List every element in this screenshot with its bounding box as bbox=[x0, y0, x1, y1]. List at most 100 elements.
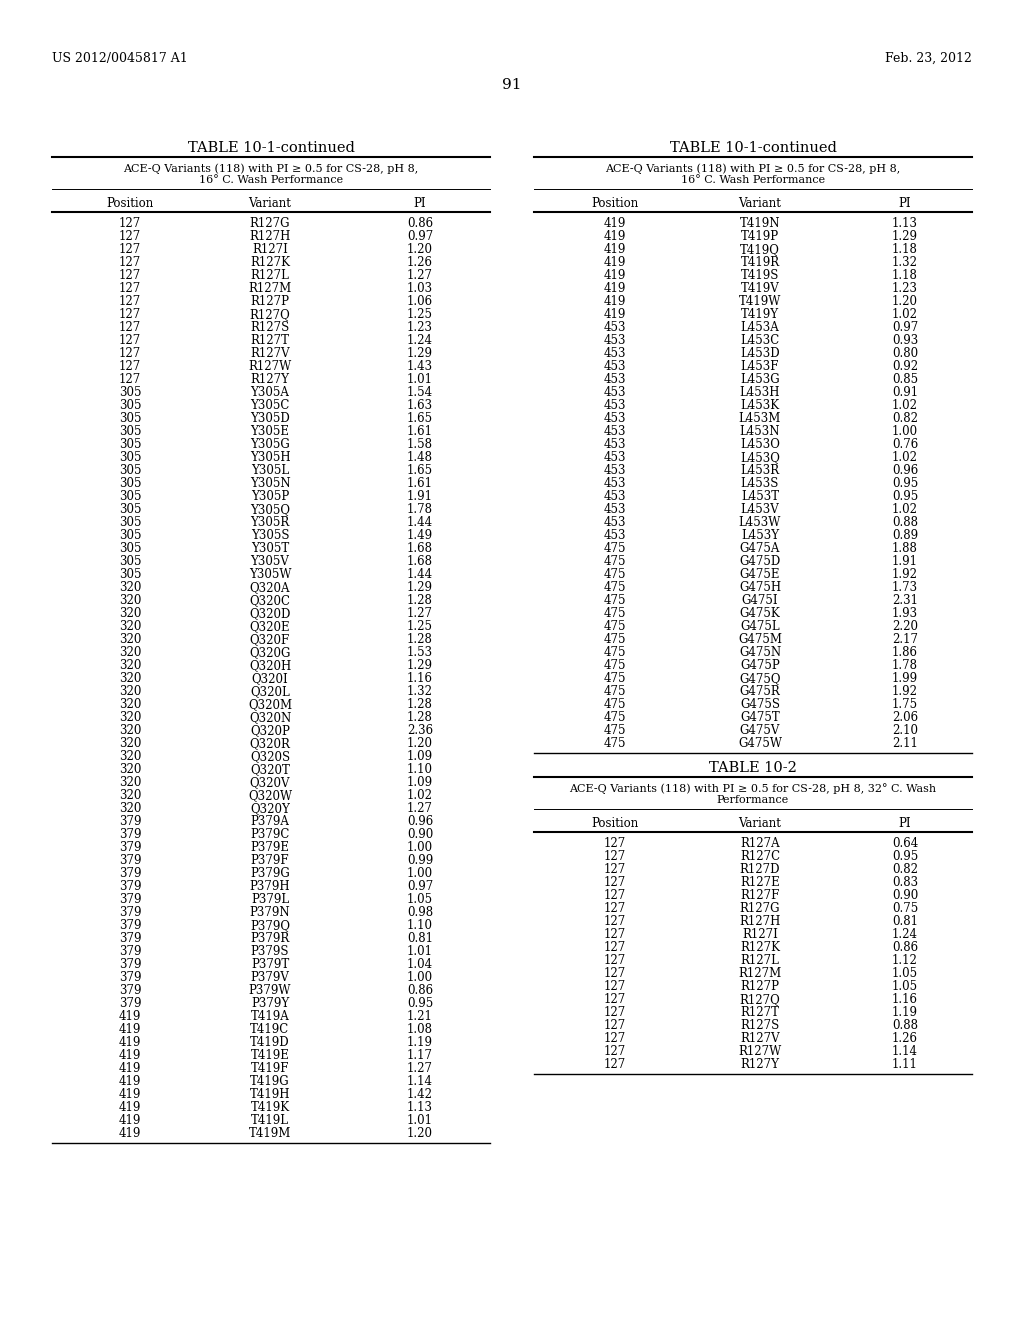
Text: 1.20: 1.20 bbox=[892, 294, 918, 308]
Text: Position: Position bbox=[592, 197, 639, 210]
Text: PI: PI bbox=[414, 197, 426, 210]
Text: 127: 127 bbox=[604, 941, 626, 954]
Text: T419E: T419E bbox=[251, 1049, 290, 1063]
Text: R127K: R127K bbox=[250, 256, 290, 269]
Text: R127P: R127P bbox=[251, 294, 290, 308]
Text: 475: 475 bbox=[604, 568, 627, 581]
Text: 305: 305 bbox=[119, 412, 141, 425]
Text: G475R: G475R bbox=[739, 685, 780, 698]
Text: 453: 453 bbox=[604, 465, 627, 477]
Text: P379G: P379G bbox=[250, 867, 290, 880]
Text: 320: 320 bbox=[119, 776, 141, 789]
Text: PI: PI bbox=[899, 817, 911, 830]
Text: 419: 419 bbox=[119, 1114, 141, 1127]
Text: 320: 320 bbox=[119, 620, 141, 634]
Text: Q320F: Q320F bbox=[250, 634, 290, 645]
Text: R127A: R127A bbox=[740, 837, 780, 850]
Text: 419: 419 bbox=[604, 282, 627, 294]
Text: 1.75: 1.75 bbox=[892, 698, 919, 711]
Text: 1.26: 1.26 bbox=[892, 1032, 918, 1045]
Text: 0.95: 0.95 bbox=[892, 490, 919, 503]
Text: 2.11: 2.11 bbox=[892, 737, 918, 750]
Text: 2.36: 2.36 bbox=[407, 723, 433, 737]
Text: 1.13: 1.13 bbox=[407, 1101, 433, 1114]
Text: 0.99: 0.99 bbox=[407, 854, 433, 867]
Text: 1.63: 1.63 bbox=[407, 399, 433, 412]
Text: 453: 453 bbox=[604, 516, 627, 529]
Text: 127: 127 bbox=[604, 915, 626, 928]
Text: 379: 379 bbox=[119, 906, 141, 919]
Text: 453: 453 bbox=[604, 385, 627, 399]
Text: 127: 127 bbox=[119, 308, 141, 321]
Text: 127: 127 bbox=[119, 374, 141, 385]
Text: Y305T: Y305T bbox=[251, 543, 289, 554]
Text: TABLE 10-2: TABLE 10-2 bbox=[709, 762, 797, 775]
Text: 305: 305 bbox=[119, 438, 141, 451]
Text: Q320N: Q320N bbox=[249, 711, 291, 723]
Text: 379: 379 bbox=[119, 814, 141, 828]
Text: 1.26: 1.26 bbox=[407, 256, 433, 269]
Text: 127: 127 bbox=[119, 294, 141, 308]
Text: Q320G: Q320G bbox=[249, 645, 291, 659]
Text: 1.19: 1.19 bbox=[407, 1036, 433, 1049]
Text: P379R: P379R bbox=[251, 932, 290, 945]
Text: 1.16: 1.16 bbox=[892, 993, 918, 1006]
Text: 1.06: 1.06 bbox=[407, 294, 433, 308]
Text: R127E: R127E bbox=[740, 876, 780, 888]
Text: L453D: L453D bbox=[740, 347, 780, 360]
Text: TABLE 10-1-continued: TABLE 10-1-continued bbox=[187, 141, 354, 154]
Text: 127: 127 bbox=[604, 1019, 626, 1032]
Text: T419C: T419C bbox=[251, 1023, 290, 1036]
Text: 419: 419 bbox=[119, 1088, 141, 1101]
Text: 453: 453 bbox=[604, 321, 627, 334]
Text: 1.78: 1.78 bbox=[892, 659, 918, 672]
Text: G475E: G475E bbox=[739, 568, 780, 581]
Text: R127P: R127P bbox=[740, 979, 779, 993]
Text: G475K: G475K bbox=[739, 607, 780, 620]
Text: Q320T: Q320T bbox=[250, 763, 290, 776]
Text: 320: 320 bbox=[119, 594, 141, 607]
Text: Y305N: Y305N bbox=[250, 477, 291, 490]
Text: 0.97: 0.97 bbox=[892, 321, 919, 334]
Text: 379: 379 bbox=[119, 919, 141, 932]
Text: P379F: P379F bbox=[251, 854, 290, 867]
Text: R127Q: R127Q bbox=[739, 993, 780, 1006]
Text: 453: 453 bbox=[604, 374, 627, 385]
Text: 1.19: 1.19 bbox=[892, 1006, 918, 1019]
Text: 1.12: 1.12 bbox=[892, 954, 918, 968]
Text: 453: 453 bbox=[604, 360, 627, 374]
Text: G475A: G475A bbox=[739, 543, 780, 554]
Text: 127: 127 bbox=[119, 256, 141, 269]
Text: Q320M: Q320M bbox=[248, 698, 292, 711]
Text: 1.99: 1.99 bbox=[892, 672, 919, 685]
Text: 127: 127 bbox=[119, 243, 141, 256]
Text: L453R: L453R bbox=[740, 465, 779, 477]
Text: 0.86: 0.86 bbox=[892, 941, 919, 954]
Text: 475: 475 bbox=[604, 634, 627, 645]
Text: 127: 127 bbox=[604, 968, 626, 979]
Text: 379: 379 bbox=[119, 932, 141, 945]
Text: ACE-Q Variants (118) with PI ≥ 0.5 for CS-28, pH 8,
16° C. Wash Performance: ACE-Q Variants (118) with PI ≥ 0.5 for C… bbox=[605, 162, 901, 185]
Text: 1.73: 1.73 bbox=[892, 581, 919, 594]
Text: Q320C: Q320C bbox=[250, 594, 291, 607]
Text: G475M: G475M bbox=[738, 634, 782, 645]
Text: 127: 127 bbox=[604, 954, 626, 968]
Text: 320: 320 bbox=[119, 634, 141, 645]
Text: 0.90: 0.90 bbox=[407, 828, 433, 841]
Text: 419: 419 bbox=[604, 216, 627, 230]
Text: 1.28: 1.28 bbox=[408, 634, 433, 645]
Text: 0.93: 0.93 bbox=[892, 334, 919, 347]
Text: 1.65: 1.65 bbox=[407, 465, 433, 477]
Text: Variant: Variant bbox=[249, 197, 292, 210]
Text: P379S: P379S bbox=[251, 945, 289, 958]
Text: T419Q: T419Q bbox=[740, 243, 780, 256]
Text: T419S: T419S bbox=[740, 269, 779, 282]
Text: 1.54: 1.54 bbox=[407, 385, 433, 399]
Text: 1.44: 1.44 bbox=[407, 516, 433, 529]
Text: Q320I: Q320I bbox=[252, 672, 289, 685]
Text: 305: 305 bbox=[119, 516, 141, 529]
Text: L453T: L453T bbox=[741, 490, 779, 503]
Text: 379: 379 bbox=[119, 983, 141, 997]
Text: 127: 127 bbox=[604, 979, 626, 993]
Text: 453: 453 bbox=[604, 334, 627, 347]
